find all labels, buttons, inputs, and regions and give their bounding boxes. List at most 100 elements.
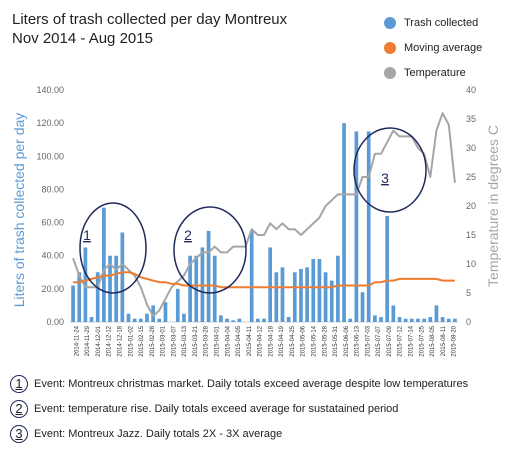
x-axis-tick-label: 2015-03-21 (193, 325, 199, 356)
y-axis-tick-label: 120.00 (36, 118, 64, 128)
bar-trash (212, 255, 217, 322)
bar-trash (428, 317, 433, 322)
y2-axis-tick-label: 40 (466, 85, 476, 95)
x-axis-tick-label: 2015-05-06 (301, 325, 307, 356)
bar-trash (102, 207, 106, 322)
bar-trash (348, 318, 353, 322)
y-axis-title: Liters of trash collected per day (11, 113, 27, 308)
x-axis-tick-label: 2015-05-14 (312, 325, 318, 356)
legend-swatch-temperature (384, 66, 396, 79)
bar-trash (446, 318, 451, 322)
bar-trash (262, 318, 266, 322)
x-axis-tick-label: 2015-06-06 (344, 325, 350, 356)
x-axis-tick-label: 2015-05-31 (333, 325, 339, 356)
x-axis-tick-label: 2015-04-25 (290, 325, 296, 356)
bar-trash (188, 255, 192, 322)
legend-swatch-trash (384, 16, 396, 29)
legend-swatch-moving-average (384, 41, 396, 54)
annotation-ellipse-1 (79, 202, 147, 294)
bar-trash (194, 255, 199, 322)
bar-trash (403, 318, 408, 322)
annotation-note-2: 2 Event: temperature rise. Daily totals … (10, 396, 468, 421)
bar-trash (268, 247, 273, 322)
bar-trash (206, 230, 211, 322)
bar-trash (71, 285, 75, 322)
y2-axis-tick-label: 10 (466, 259, 476, 269)
y-axis-tick-label: 80.00 (41, 184, 64, 194)
chart-title-line2: Nov 2014 - Aug 2015 (12, 30, 153, 47)
bar-trash (237, 318, 242, 322)
bar-trash (373, 315, 377, 322)
x-axis-tick-label: 2015-08-05 (430, 325, 436, 356)
x-axis-tick-label: 2015-03-28 (204, 325, 210, 356)
x-axis-tick-label: 2015-04-12 (258, 325, 264, 356)
legend-item-moving-average: Moving average (384, 35, 482, 60)
bar-trash (145, 313, 149, 322)
bar-trash (305, 267, 309, 322)
y2-axis-tick-label: 15 (466, 230, 476, 240)
bar-trash (422, 318, 426, 322)
annotation-note-3: 3 Event: Montreux Jazz. Daily totals 2X … (10, 421, 468, 446)
bar-trash (409, 318, 414, 322)
y2-axis-tick-label: 5 (466, 288, 471, 298)
annotation-text-1: Event: Montreux christmas market. Daily … (34, 377, 469, 390)
x-axis-tick-label: 2015-02-15 (139, 325, 145, 356)
legend-label-trash: Trash collected (404, 16, 479, 29)
x-axis-tick-label: 2015-08-11 (441, 325, 447, 356)
bar-trash (360, 292, 365, 322)
y2-axis-tick-label: 35 (466, 114, 476, 124)
x-axis-tick-label: 2015-01-02 (128, 325, 134, 356)
annotation-ellipse-2 (173, 206, 247, 294)
chart-title-line1: Liters of trash collected per day Montre… (12, 11, 288, 28)
bar-trash (120, 232, 125, 322)
x-axis-tick-label: 2015-03-13 (182, 325, 188, 356)
bar-trash (114, 255, 119, 322)
x-axis-tick-label: 2014-12-12 (107, 325, 113, 356)
bar-trash (95, 272, 100, 322)
bar-trash (311, 259, 316, 322)
annotation-ellipse-label-1: 1 (83, 227, 91, 243)
bar-trash (83, 247, 88, 322)
bar-trash (163, 302, 168, 322)
x-axis-tick-label: 2015-03-01 (161, 325, 167, 356)
x-axis-tick-label: 2014-12-01 (96, 325, 102, 356)
x-axis-tick-label: 2015-07-25 (419, 325, 425, 356)
bar-trash (126, 313, 131, 322)
bar-trash (274, 272, 279, 322)
y-axis-tick-label: 140.00 (36, 85, 64, 95)
annotation-number-2: 2 (10, 399, 28, 418)
bar-trash (336, 255, 340, 322)
x-axis-tick-label: 2015-02-28 (150, 325, 156, 356)
y-axis-tick-label: 60.00 (41, 218, 64, 228)
y2-axis-tick-label: 20 (466, 201, 476, 211)
annotation-notes: 1 Event: Montreux christmas market. Dail… (10, 371, 468, 446)
x-axis-tick-label: 2015-08-20 (452, 325, 458, 356)
x-axis-tick-label: 2015-07-07 (376, 325, 382, 356)
bar-trash (231, 320, 236, 322)
x-axis-tick-label: 2015-06-13 (355, 325, 361, 356)
moving-average-line (73, 271, 455, 289)
x-axis-tick-label: 2015-07-14 (409, 325, 415, 356)
legend-label-moving-average: Moving average (404, 41, 483, 54)
bar-trash (292, 272, 297, 322)
bar-trash (453, 318, 457, 322)
bar-trash (323, 272, 328, 322)
x-axis-tick-label: 2015-07-12 (398, 325, 404, 356)
bar-trash (182, 313, 186, 322)
x-axis-tick-label: 2015-07-03 (365, 325, 371, 356)
bar-trash (175, 288, 180, 322)
bar-trash (317, 259, 322, 322)
x-axis-tick-label: 2014-11-24 (74, 325, 80, 356)
annotation-ellipse-label-2: 2 (184, 227, 192, 243)
chart-legend: Trash collected Moving average Temperatu… (384, 10, 482, 85)
bar-trash (280, 267, 285, 322)
bar-trash (391, 305, 396, 322)
annotation-text-3: Event: Montreux Jazz. Daily totals 2X - … (34, 427, 283, 440)
x-axis-tick-label: 2015-07-09 (387, 325, 393, 356)
bar-trash (138, 318, 143, 322)
annotation-note-1: 1 Event: Montreux christmas market. Dail… (10, 371, 468, 396)
bar-trash (286, 317, 291, 322)
bar-trash (255, 318, 260, 322)
bar-trash (225, 318, 229, 322)
bar-trash (397, 317, 402, 322)
